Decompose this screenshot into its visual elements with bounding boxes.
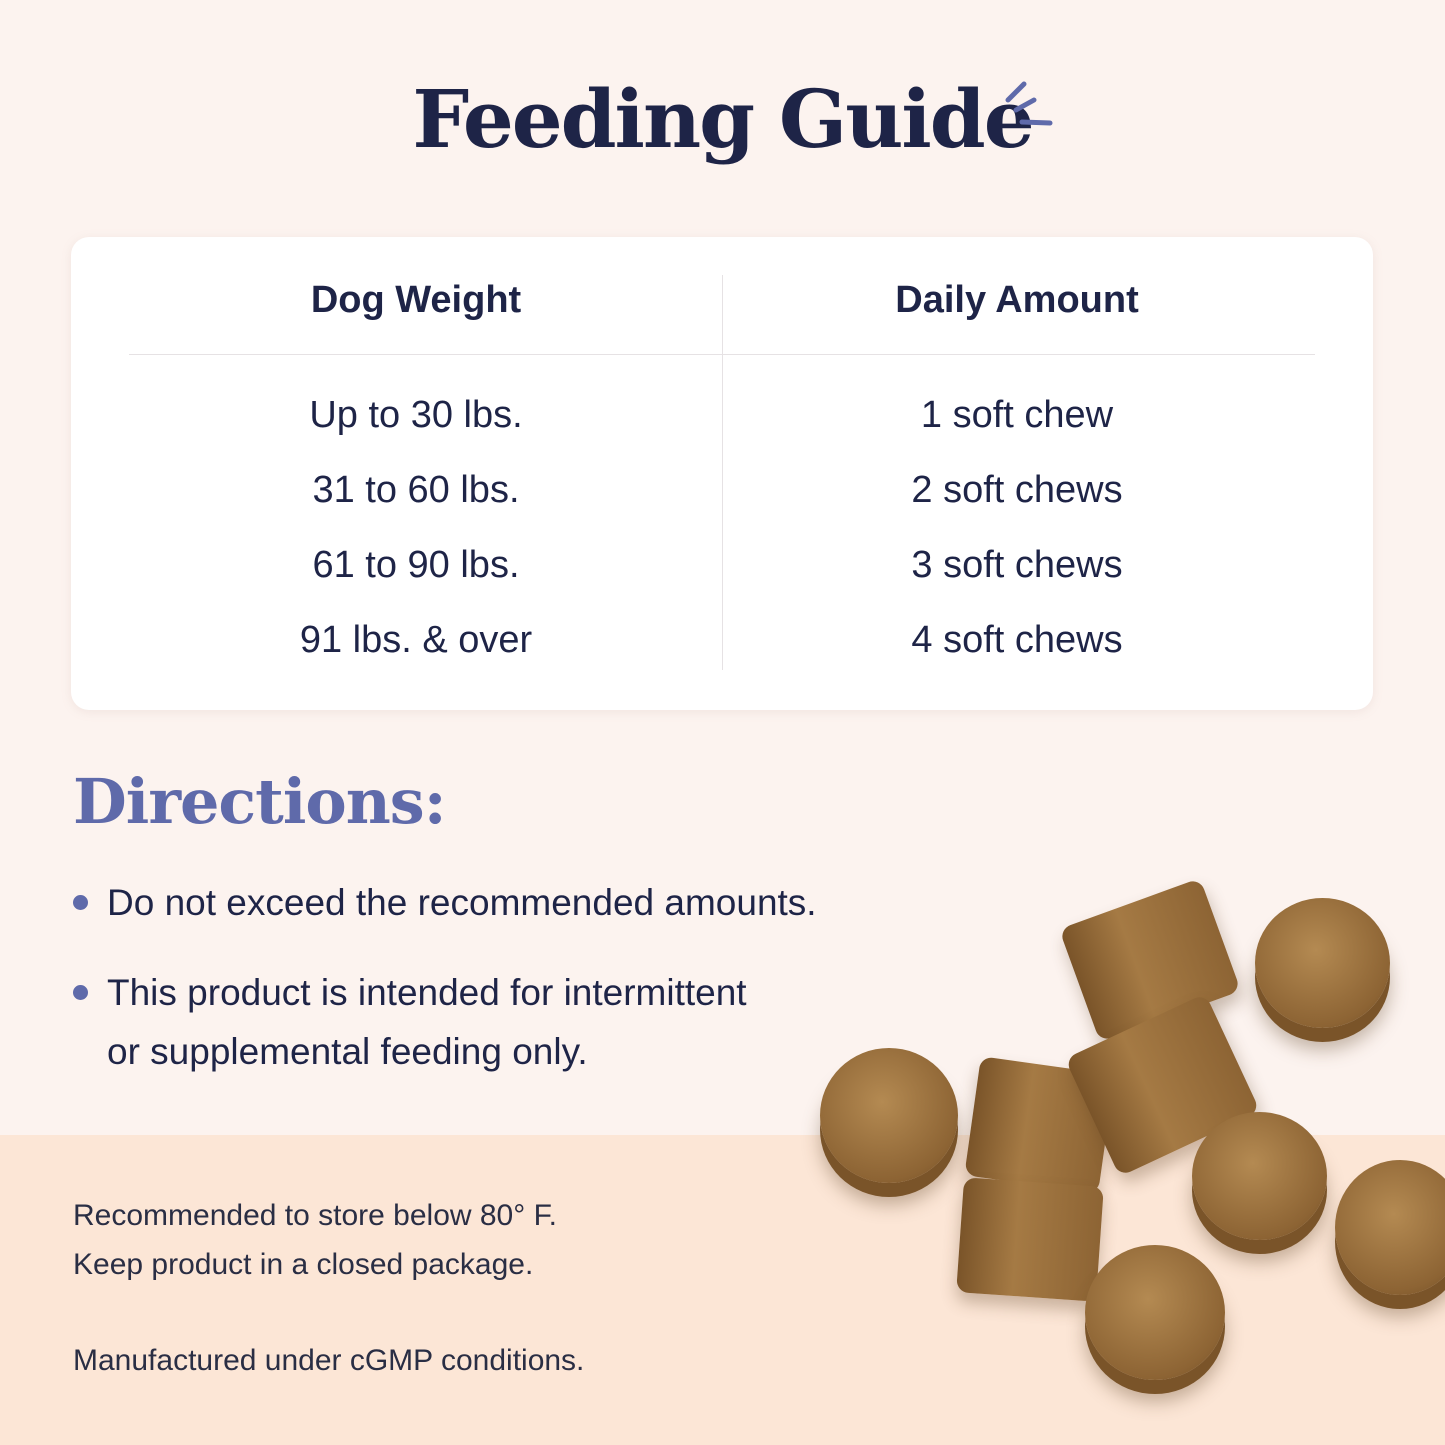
feeding-table: Dog Weight Up to 30 lbs. 31 to 60 lbs. 6… [71,237,1373,710]
soft-chew [1255,898,1390,1028]
weight-cell: 31 to 60 lbs. [312,469,520,511]
bullet-icon [73,985,88,1000]
weight-cell: 91 lbs. & over [299,619,533,661]
header-daily-amount: Daily Amount [895,279,1139,321]
storage-note: Keep product in a closed package. [73,1248,534,1281]
direction-item-continued: or supplemental feeding only. [107,1031,588,1072]
directions-heading: Directions: [73,765,447,838]
amount-cell: 2 soft chews [911,469,1123,511]
dog-weight-column: Dog Weight Up to 30 lbs. 31 to 60 lbs. 6… [71,237,761,678]
amount-cell: 4 soft chews [911,619,1123,661]
bullet-icon [73,895,88,910]
storage-note: Recommended to store below 80° F. [73,1199,557,1232]
direction-item: Do not exceed the recommended amounts. [73,873,817,932]
soft-chew [1192,1112,1327,1240]
soft-chew [1085,1245,1225,1380]
column-divider [722,275,723,670]
soft-chew [1335,1160,1445,1295]
header-dog-weight: Dog Weight [310,279,522,321]
amount-cell: 1 soft chew [920,394,1114,436]
direction-item: This product is intended for intermitten… [73,963,747,1022]
weight-cell: Up to 30 lbs. [309,394,523,436]
sparkle-icon [1005,81,1053,126]
page-title: Feeding Guide [412,72,1034,166]
weight-cell: 61 to 90 lbs. [312,544,520,586]
amount-cell: 3 soft chews [911,544,1123,586]
manufacturing-note: Manufactured under cGMP conditions. [73,1344,585,1377]
soft-chew [956,1177,1104,1302]
soft-chew [820,1048,958,1183]
header-divider [129,354,1315,355]
daily-amount-column: Daily Amount 1 soft chew 2 soft chews 3 … [722,237,1312,678]
